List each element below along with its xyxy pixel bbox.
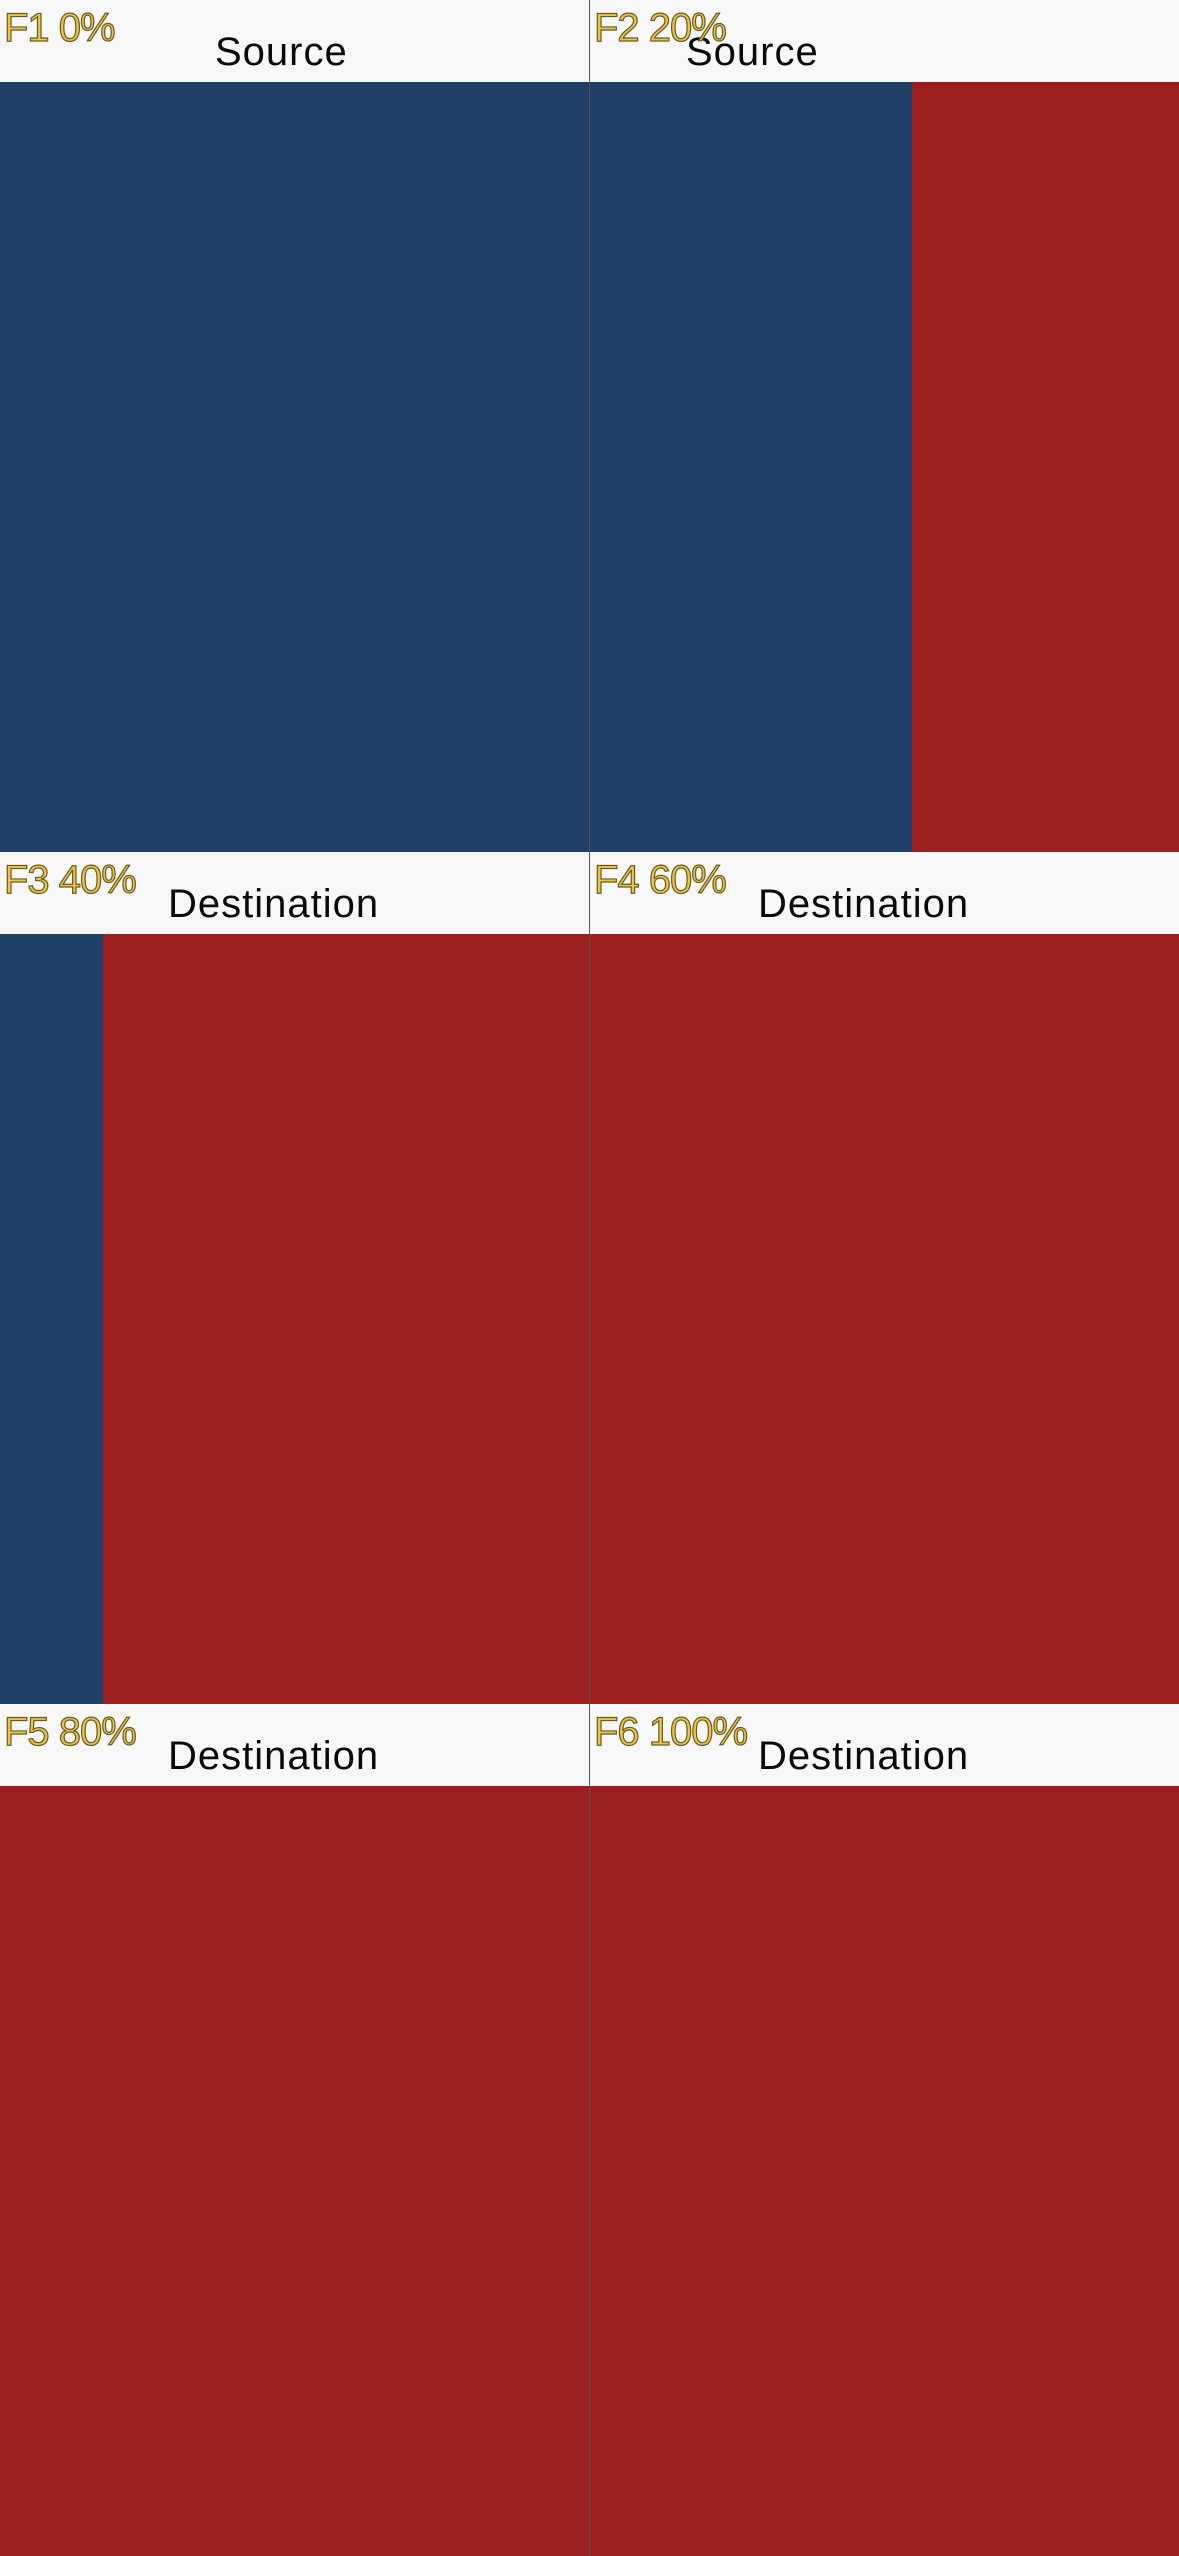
frame-6-header: Destination [590, 1704, 1179, 1787]
frame-2-source-panel [590, 82, 912, 852]
frame-4: Destination F4 60% [589, 852, 1179, 1704]
frame-5-header: Destination [0, 1704, 589, 1787]
frame-6-label: F6 100% [593, 1709, 748, 1754]
frame-3-label: F3 40% [3, 857, 137, 902]
frame-1-title: Source [215, 30, 348, 74]
frame-5: Destination F5 80% [0, 1704, 589, 2556]
frame-2-title: Source [686, 30, 819, 74]
frame-1-header: Source [0, 0, 589, 83]
frame-3-title: Destination [168, 882, 380, 926]
frame-6-title: Destination [758, 1734, 970, 1778]
frame-3-source-panel [0, 934, 103, 1704]
frame-6-stage [590, 1786, 1179, 2556]
frame-5-label: F5 80% [3, 1709, 137, 1754]
frame-3: Destination F3 40% [0, 852, 589, 1704]
frame-4-title: Destination [758, 882, 970, 926]
frame-2-label: F2 20% [593, 5, 727, 50]
frame-2-header: Source [590, 0, 1179, 83]
frame-5-title: Destination [168, 1734, 380, 1778]
frame-1-stage [0, 82, 589, 852]
frame-4-stage [590, 934, 1179, 1704]
frame-5-stage [0, 1786, 589, 2556]
frame-1-label: F1 0% [3, 5, 116, 50]
frame-1-source-panel [0, 82, 589, 852]
frame-6: Destination F6 100% [589, 1704, 1179, 2556]
frame-4-header: Destination [590, 852, 1179, 935]
frame-3-header: Destination [0, 852, 589, 935]
frame-4-label: F4 60% [593, 857, 727, 902]
frame-2: Source F2 20% [589, 0, 1179, 852]
frame-3-stage [0, 934, 589, 1704]
frame-2-stage [590, 82, 1179, 852]
frame-1: Source F1 0% [0, 0, 589, 852]
